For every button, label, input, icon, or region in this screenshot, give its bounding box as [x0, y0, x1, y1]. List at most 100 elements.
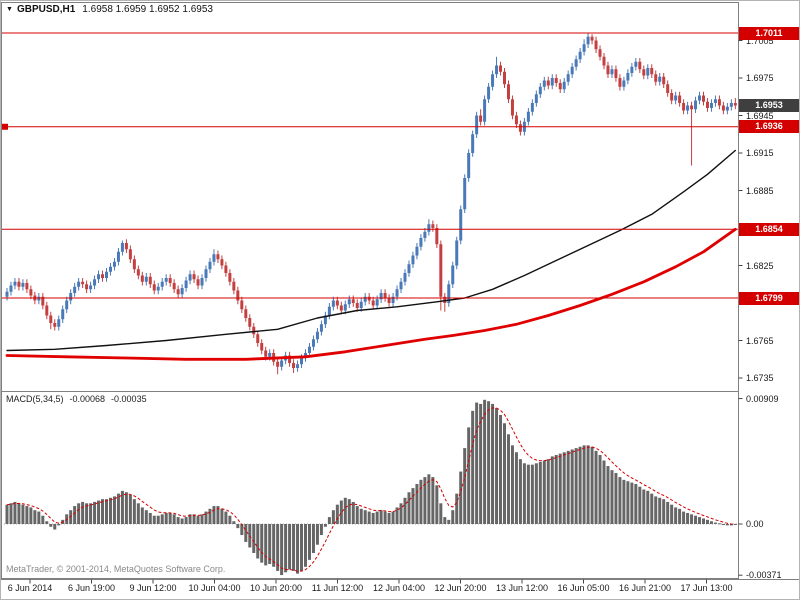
candle-body — [642, 69, 646, 76]
macd-bar — [431, 477, 435, 524]
candle-body — [89, 285, 93, 290]
candle-body — [542, 80, 546, 87]
main-pane-border — [1, 2, 739, 392]
macd-bar — [53, 524, 57, 530]
candle-body — [578, 51, 582, 60]
macd-bar — [180, 518, 184, 524]
macd-bar — [638, 486, 642, 524]
candle-body — [120, 243, 124, 252]
macd-bar — [192, 514, 196, 524]
macd-bar — [311, 524, 315, 553]
macd-bar — [351, 501, 355, 524]
macd-bar — [335, 504, 339, 524]
macd-bar — [487, 401, 491, 524]
macd-bar — [188, 514, 192, 524]
macd-bar — [407, 492, 411, 524]
candle-body — [391, 296, 395, 303]
macd-bar — [120, 490, 124, 524]
time-tick-label: 12 Jun 20:00 — [434, 583, 487, 593]
macd-bar — [371, 512, 375, 524]
macd-bar — [89, 503, 93, 524]
macd-bar — [224, 511, 228, 524]
candle-body — [347, 299, 351, 305]
macd-bar — [427, 474, 431, 524]
candle-body — [363, 296, 367, 302]
price-axis[interactable]: 1.7005 1.6975 1.6945 1.6915 1.6885 1.6825 1.67… — [739, 1, 799, 580]
candle-body — [172, 283, 176, 290]
macd-bar — [196, 515, 200, 524]
candle-body — [61, 309, 65, 320]
candle-body — [713, 99, 717, 103]
price-tick-label: 1.6975 — [746, 73, 774, 83]
time-axis[interactable]: 6 Jun 2014 6 Jun 19:00 9 Jun 12:00 10 Jun 0… — [1, 579, 799, 599]
macd-bar — [483, 399, 487, 524]
candle-body — [455, 240, 459, 266]
moving-average-red — [5, 227, 737, 361]
candle-body — [447, 284, 451, 303]
candle-body — [526, 111, 530, 122]
macd-bar — [176, 517, 180, 524]
macd-bar — [331, 510, 335, 524]
candle-body — [367, 296, 371, 301]
candle-body — [77, 281, 81, 287]
macd-bar — [630, 482, 634, 524]
macd-bar — [105, 499, 108, 524]
candle-body — [359, 301, 363, 308]
candle-body — [574, 59, 578, 67]
candle-body — [276, 361, 280, 367]
macd-bar — [232, 521, 236, 524]
macd-bar — [594, 450, 598, 524]
macd-bar — [49, 524, 53, 527]
candle-body — [65, 300, 69, 310]
candle-body — [705, 101, 709, 108]
time-tick-label: 11 Jun 12:00 — [311, 583, 364, 593]
candle-body — [212, 254, 216, 262]
macd-bar — [702, 518, 705, 524]
macd-bar — [9, 503, 13, 524]
macd-tick-label: 0.00909 — [746, 393, 779, 404]
candle-body — [200, 278, 204, 286]
chart-marker-icon: ▼ — [6, 6, 13, 13]
macd-bar — [578, 446, 582, 524]
macd-pane-border — [1, 391, 739, 579]
candle-body — [53, 323, 57, 327]
candle-body — [108, 266, 112, 272]
candle-body — [371, 300, 375, 306]
candle-body — [280, 360, 284, 367]
candle-body — [686, 105, 690, 111]
candle-body — [562, 81, 566, 90]
macd-bar — [208, 508, 212, 524]
macd-bar — [45, 521, 49, 524]
price-tick-label: 1.6735 — [746, 373, 774, 383]
price-level-tag: 1.7011 — [739, 26, 799, 40]
candle-body — [375, 299, 379, 306]
candle-body — [431, 224, 435, 228]
candle-body — [292, 363, 296, 368]
macd-bar — [403, 497, 407, 524]
macd-bar — [622, 479, 626, 524]
macd-bar — [292, 524, 296, 571]
candle-body — [626, 73, 630, 81]
macd-bar — [538, 461, 542, 524]
candle-body — [17, 281, 21, 287]
macd-bar — [41, 515, 45, 524]
macd-bar — [713, 522, 717, 524]
candle-body — [244, 309, 248, 318]
candle-body — [327, 306, 331, 316]
macd-bar — [5, 504, 9, 524]
macd-bar — [323, 524, 327, 527]
macd-bar — [546, 459, 550, 524]
candle-body — [160, 281, 164, 287]
candle-body — [586, 36, 590, 45]
candle-body — [236, 290, 240, 301]
macd-bar — [491, 403, 495, 524]
time-tick-label: 10 Jun 04:00 — [188, 583, 241, 593]
candle-body — [702, 95, 705, 102]
candle-body — [403, 273, 407, 282]
macd-bar — [77, 503, 81, 524]
time-tick-label: 13 Jun 12:00 — [495, 583, 549, 593]
candle-body — [487, 86, 491, 100]
time-tick-label: 10 Jun 20:00 — [249, 583, 303, 593]
macd-bar — [244, 524, 248, 542]
